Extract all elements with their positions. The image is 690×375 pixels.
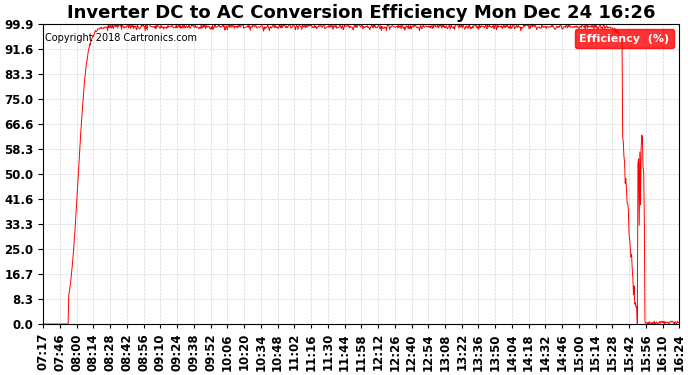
Text: Copyright 2018 Cartronics.com: Copyright 2018 Cartronics.com xyxy=(45,33,197,43)
Legend: Efficiency  (%): Efficiency (%) xyxy=(575,29,673,48)
Title: Inverter DC to AC Conversion Efficiency Mon Dec 24 16:26: Inverter DC to AC Conversion Efficiency … xyxy=(67,4,656,22)
